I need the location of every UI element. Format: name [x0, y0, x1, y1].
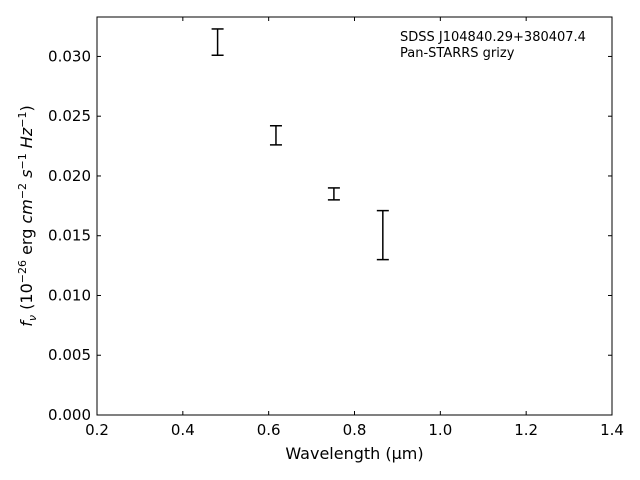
- x-tick-label: 0.4: [171, 421, 195, 439]
- error-bar-point: [269, 125, 282, 146]
- y-tick-label: 0.015: [48, 227, 91, 245]
- annotation-survey: Pan-STARRS grizy: [400, 46, 515, 61]
- x-tick-label: 1.2: [514, 421, 538, 439]
- error-bar-point: [211, 28, 224, 56]
- y-tick-label: 0.020: [48, 167, 91, 185]
- data-series: [211, 28, 389, 261]
- plot-frame: [96, 16, 613, 416]
- y-tick-label: 0.000: [48, 406, 91, 424]
- x-tick-label: 0.8: [343, 421, 367, 439]
- y-tick-label: 0.005: [48, 346, 91, 364]
- x-axis-label: Wavelength (μm): [285, 444, 423, 463]
- y-axis-label: fν (10−26 erg cm−2 s−1 Hz−1): [16, 105, 39, 326]
- x-axis: 0.2 0.4 0.6 0.8 1.0 1.2 1.4: [85, 17, 624, 439]
- y-tick-label: 0.030: [48, 47, 91, 65]
- y-tick-label: 0.010: [48, 286, 91, 304]
- y-axis: 0.000 0.005 0.010 0.015 0.020 0.025 0.030: [48, 47, 612, 424]
- x-tick-label: 0.6: [257, 421, 281, 439]
- x-tick-label: 0.2: [85, 421, 109, 439]
- y-tick-label: 0.025: [48, 107, 91, 125]
- error-bar-point: [376, 209, 389, 261]
- annotation-object-name: SDSS J104840.29+380407.4: [400, 30, 586, 45]
- x-tick-label: 1.0: [428, 421, 452, 439]
- error-bar-point: [327, 187, 340, 201]
- x-tick-label: 1.4: [600, 421, 624, 439]
